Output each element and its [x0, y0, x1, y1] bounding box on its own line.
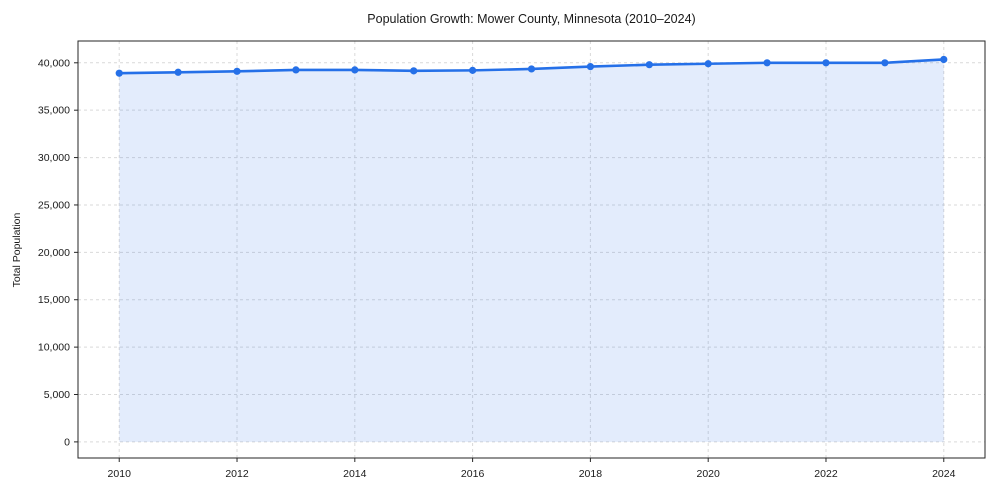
y-tick-label: 25,000: [38, 199, 70, 211]
y-axis-label: Total Population: [11, 212, 23, 288]
data-point: [351, 66, 359, 74]
x-tick-label: 2014: [343, 468, 367, 480]
y-tick-label: 20,000: [38, 247, 70, 259]
data-point: [645, 61, 653, 69]
y-tick-label: 30,000: [38, 152, 70, 164]
y-tick-label: 5,000: [44, 389, 70, 401]
data-point: [115, 69, 123, 77]
data-point: [704, 60, 712, 68]
data-point: [586, 62, 594, 71]
y-tick-label: 0: [64, 436, 70, 448]
y-tick-label: 15,000: [38, 294, 70, 306]
x-tick-label: 2020: [697, 468, 721, 480]
data-point: [174, 68, 182, 76]
x-tick-label: 2012: [225, 468, 249, 480]
data-point: [292, 66, 300, 74]
data-point: [410, 67, 418, 75]
data-point: [233, 67, 241, 75]
chart-title: Population Growth: Mower County, Minneso…: [367, 12, 696, 26]
x-tick-label: 2016: [461, 468, 485, 480]
y-tick-label: 10,000: [38, 342, 70, 354]
y-tick-label: 40,000: [38, 57, 70, 69]
x-tick-label: 2022: [814, 468, 838, 480]
area-fill: [119, 59, 944, 442]
data-point: [881, 59, 889, 67]
data-point: [763, 59, 771, 67]
data-point: [940, 55, 948, 64]
data-point: [822, 59, 830, 67]
x-tick-label: 2018: [579, 468, 603, 480]
plot-border: [77, 40, 986, 459]
y-tick-label: 35,000: [38, 105, 70, 117]
x-tick-label: 2010: [108, 468, 132, 480]
data-point: [469, 66, 477, 74]
data-point: [527, 65, 536, 73]
x-tick-label: 2024: [932, 468, 956, 480]
